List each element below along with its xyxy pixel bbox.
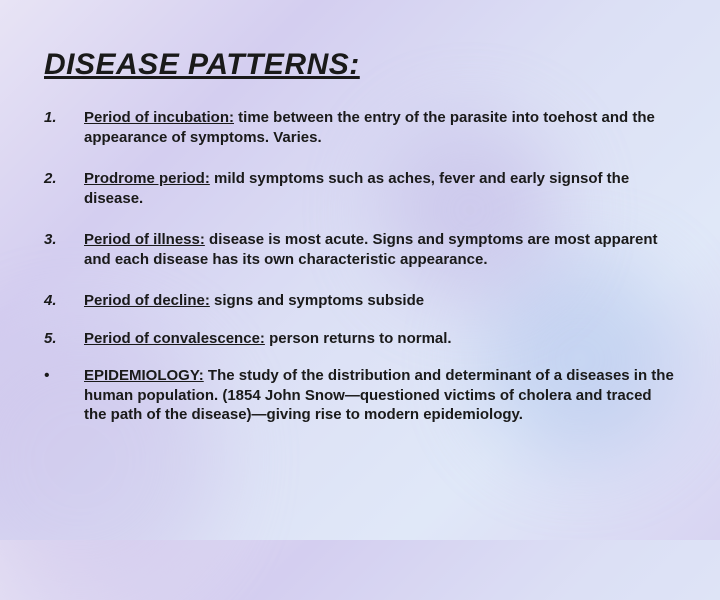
- disease-patterns-list: 1. Period of incubation: time between th…: [44, 108, 676, 425]
- item-text: EPIDEMIOLOGY: The study of the distribut…: [84, 366, 676, 425]
- item-text: Period of decline: signs and symptoms su…: [84, 291, 676, 311]
- item-marker: •: [44, 366, 84, 425]
- list-item: 1. Period of incubation: time between th…: [44, 108, 676, 147]
- item-text: Period of illness: disease is most acute…: [84, 230, 676, 269]
- item-term: EPIDEMIOLOGY:: [84, 367, 204, 384]
- item-term: Period of illness:: [84, 231, 205, 248]
- item-marker: 5.: [44, 329, 84, 349]
- item-term: Period of convalescence:: [84, 330, 265, 347]
- item-marker: 4.: [44, 291, 84, 311]
- item-marker: 1.: [44, 108, 84, 147]
- item-marker: 2.: [44, 169, 84, 208]
- item-text: Period of convalescence: person returns …: [84, 329, 676, 349]
- slide-content: DISEASE PATTERNS: 1. Period of incubatio…: [0, 0, 720, 477]
- item-desc: person returns to normal.: [265, 330, 452, 347]
- item-text: Prodrome period: mild symptoms such as a…: [84, 169, 676, 208]
- item-text: Period of incubation: time between the e…: [84, 108, 676, 147]
- list-item: 3. Period of illness: disease is most ac…: [44, 230, 676, 269]
- list-item: 2. Prodrome period: mild symptoms such a…: [44, 169, 676, 208]
- item-term: Period of incubation:: [84, 109, 234, 126]
- list-item: • EPIDEMIOLOGY: The study of the distrib…: [44, 366, 676, 425]
- item-marker: 3.: [44, 230, 84, 269]
- item-desc: signs and symptoms subside: [210, 292, 424, 309]
- item-term: Period of decline:: [84, 292, 210, 309]
- item-term: Prodrome period:: [84, 170, 210, 187]
- list-item: 5. Period of convalescence: person retur…: [44, 329, 676, 349]
- list-item: 4. Period of decline: signs and symptoms…: [44, 291, 676, 311]
- slide-title: DISEASE PATTERNS:: [44, 48, 676, 82]
